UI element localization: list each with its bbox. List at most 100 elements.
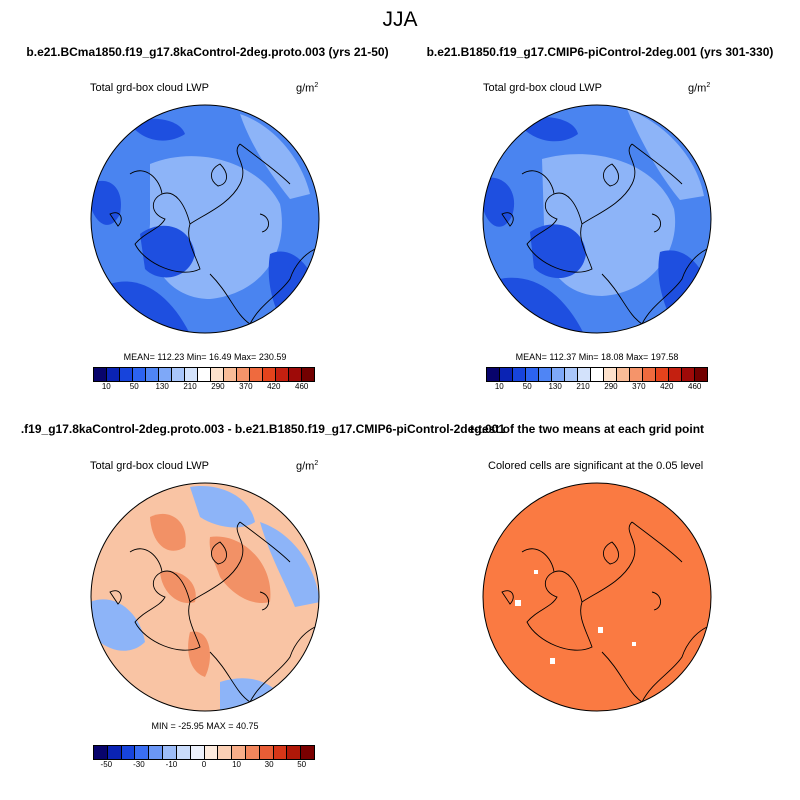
colorbar-ticks: -50 -30 -10 0 10 30 50 xyxy=(93,760,315,772)
field-warm-region xyxy=(209,536,271,603)
coastline xyxy=(129,143,316,325)
panel-1-stats: MEAN= 112.23 Min= 16.49 Max= 230.59 xyxy=(123,352,287,362)
colorbar-box xyxy=(218,746,233,759)
field-light-region xyxy=(627,109,704,200)
colorbar-tick-label: 50 xyxy=(129,382,139,391)
colorbar-tick-label: 370 xyxy=(632,382,646,391)
colorbar-box xyxy=(176,746,191,759)
field-dark-region xyxy=(140,225,195,278)
colorbar-box xyxy=(273,746,288,759)
colorbar-tick-label: 290 xyxy=(604,382,618,391)
field-dark-region xyxy=(530,224,586,279)
coastline xyxy=(129,521,316,703)
colorbar-box xyxy=(120,368,133,381)
map-boundary xyxy=(90,482,320,712)
colorbar-box xyxy=(211,368,224,381)
colorbar-tick-label: -50 xyxy=(100,760,113,769)
colorbar-box xyxy=(133,368,146,381)
field-dark-region xyxy=(658,250,711,333)
colorbar-box xyxy=(487,368,500,381)
field-dark-region xyxy=(268,251,319,333)
panel-4-map xyxy=(482,482,712,712)
colorbar-box xyxy=(149,746,164,759)
panel-3-colorbar: -50 -30 -10 0 10 30 50 xyxy=(93,745,315,772)
colorbar-tick-label: 50 xyxy=(522,382,532,391)
colorbar-tick-label: 30 xyxy=(264,760,274,769)
colorbar-box xyxy=(630,368,643,381)
field-warm-region xyxy=(188,631,210,677)
panel-2-stats: MEAN= 112.37 Min= 18.08 Max= 197.58 xyxy=(515,352,679,362)
colorbar-tick-label: 10 xyxy=(494,382,504,391)
panel-1-variable-label: Total grd-box cloud LWP xyxy=(90,82,210,94)
field-cool-region xyxy=(190,486,255,528)
coastline xyxy=(109,541,269,611)
colorbar-box xyxy=(526,368,539,381)
colorbar-box xyxy=(289,368,302,381)
colorbar-box xyxy=(146,368,159,381)
colorbar-tick-label: 130 xyxy=(548,382,562,391)
colorbar-box xyxy=(94,746,108,759)
colorbar-tick-label: 10 xyxy=(101,382,111,391)
colorbar-box xyxy=(107,368,120,381)
colorbar-tick-label: 420 xyxy=(660,382,674,391)
panel-3-variable-label: Total grd-box cloud LWP xyxy=(90,460,210,472)
panel-1-colorbar: 10 50 130 210 290 370 420 460 xyxy=(93,367,315,394)
map-boundary xyxy=(90,104,320,334)
colorbar-box xyxy=(172,368,185,381)
panel-2-title: b.e21.B1850.f19_g17.CMIP6-piControl-2deg… xyxy=(426,45,774,59)
coastline xyxy=(501,163,661,233)
colorbar-ticks: 10 50 130 210 290 370 420 460 xyxy=(486,382,708,394)
panel-2-colorbar: 10 50 130 210 290 370 420 460 xyxy=(486,367,708,394)
map-boundary xyxy=(482,104,712,334)
colorbar-box xyxy=(643,368,656,381)
insignificant-cell xyxy=(632,642,636,646)
field-warm-region xyxy=(150,513,186,551)
insignificant-cell xyxy=(550,658,555,664)
colorbar-boxes xyxy=(93,745,315,760)
colorbar-box xyxy=(682,368,695,381)
panel-3-units: g/m2 xyxy=(296,460,319,473)
colorbar-box xyxy=(500,368,513,381)
colorbar-box xyxy=(276,368,289,381)
colorbar-box xyxy=(263,368,276,381)
colorbar-box xyxy=(163,746,177,759)
panel-1-units: g/m2 xyxy=(296,82,319,95)
colorbar-box xyxy=(656,368,669,381)
map-boundary xyxy=(482,482,712,712)
colorbar-box xyxy=(617,368,630,381)
coastline xyxy=(521,143,708,325)
colorbar-box xyxy=(302,368,314,381)
panel-1-map xyxy=(90,104,320,334)
colorbar-tick-label: 420 xyxy=(267,382,281,391)
colorbar-box xyxy=(552,368,565,381)
colorbar-box xyxy=(695,368,707,381)
colorbar-tick-label: 370 xyxy=(239,382,253,391)
colorbar-box xyxy=(287,746,302,759)
colorbar-box xyxy=(237,368,250,381)
main-title: JJA xyxy=(382,8,418,31)
colorbar-boxes xyxy=(93,367,315,382)
panel-3-stats: MIN = -25.95 MAX = 40.75 xyxy=(151,721,259,731)
colorbar-box xyxy=(250,368,263,381)
colorbar-box xyxy=(259,746,274,759)
colorbar-tick-label: 50 xyxy=(297,760,307,769)
field-light-region xyxy=(240,114,310,199)
insignificant-cell xyxy=(534,570,538,574)
colorbar-box xyxy=(539,368,552,381)
colorbar-boxes xyxy=(486,367,708,382)
colorbar-box xyxy=(204,746,219,759)
colorbar-ticks: 10 50 130 210 290 370 420 460 xyxy=(93,382,315,394)
field-dark-region xyxy=(483,177,514,227)
colorbar-tick-label: 290 xyxy=(211,382,225,391)
colorbar-box xyxy=(245,746,260,759)
insignificant-cell xyxy=(598,627,603,633)
field-cool-region xyxy=(91,599,145,651)
colorbar-box xyxy=(578,368,591,381)
colorbar-tick-label: 130 xyxy=(155,382,169,391)
colorbar-tick-label: 460 xyxy=(294,382,309,391)
colorbar-box xyxy=(121,746,136,759)
panel-3-title: .f19_g17.8kaControl-2deg.proto.003 - b.e… xyxy=(20,422,505,436)
colorbar-box xyxy=(198,368,211,381)
colorbar-tick-label: 210 xyxy=(576,382,590,391)
colorbar-box xyxy=(185,368,198,381)
